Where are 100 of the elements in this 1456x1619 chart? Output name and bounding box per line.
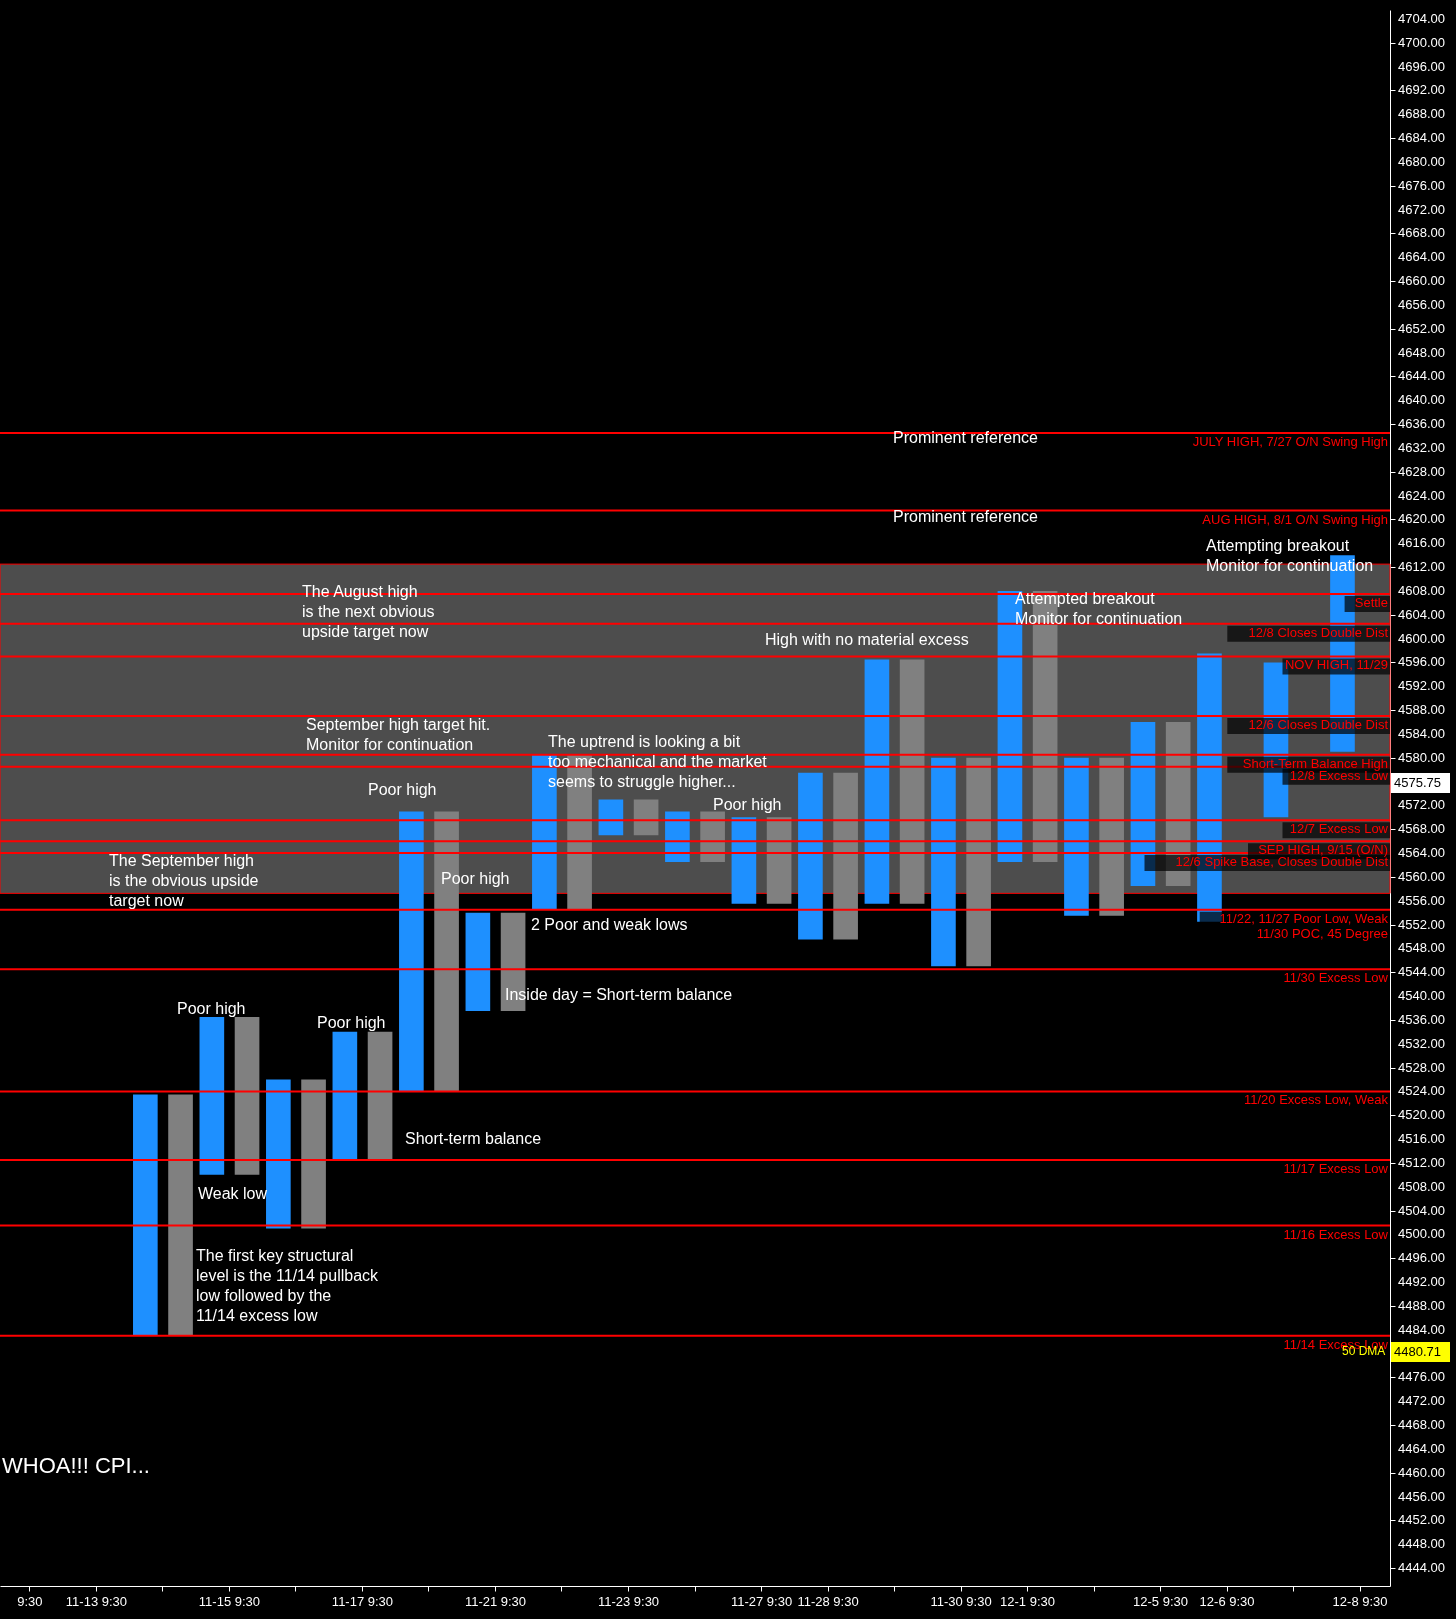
annotation: Poor high xyxy=(441,870,510,887)
x-tick-label: 11-21 9:30 xyxy=(464,1593,527,1609)
y-tick-label: 4596.00 xyxy=(1398,654,1445,670)
bar xyxy=(931,757,956,967)
ref-line-label: SEP HIGH, 9/15 (O/N) xyxy=(1258,842,1388,858)
annotation: 2 Poor and weak lows xyxy=(531,916,688,933)
y-tick-label: 4520.00 xyxy=(1398,1107,1445,1123)
bar xyxy=(199,1016,225,1175)
y-tick-label: 4672.00 xyxy=(1398,201,1445,217)
bar xyxy=(633,799,659,836)
x-tick-label: 12-6 9:30 xyxy=(1199,1593,1255,1609)
y-tick-label: 4548.00 xyxy=(1398,940,1445,956)
x-tick-label: 12-8 9:30 xyxy=(1332,1593,1388,1609)
y-tick-label: 4664.00 xyxy=(1398,249,1445,265)
ref-line-label: 11/16 Excess Low xyxy=(1283,1226,1389,1242)
y-tick-label: 4556.00 xyxy=(1398,892,1445,908)
y-tick-label: 4636.00 xyxy=(1398,416,1445,432)
y-tick-label: 4584.00 xyxy=(1398,725,1445,741)
y-tick-label: 4492.00 xyxy=(1398,1274,1445,1290)
bar xyxy=(833,772,858,940)
bar xyxy=(332,1031,358,1160)
x-tick-label: 11-15 9:30 xyxy=(198,1593,261,1609)
y-tick-label: 4660.00 xyxy=(1398,273,1445,289)
x-tick-label: 11-23 9:30 xyxy=(597,1593,660,1609)
y-tick-label: 4532.00 xyxy=(1398,1035,1445,1051)
y-tick-label: 4560.00 xyxy=(1398,868,1445,884)
y-tick-label: 4484.00 xyxy=(1398,1321,1445,1337)
y-tick-label: 4528.00 xyxy=(1398,1059,1445,1075)
y-tick-label: 4536.00 xyxy=(1398,1011,1445,1027)
ref-line-label: Settle xyxy=(1354,594,1388,610)
annotation: High with no material excess xyxy=(765,631,969,648)
y-tick-label: 4696.00 xyxy=(1398,58,1445,74)
y-tick-label: 4692.00 xyxy=(1398,82,1445,98)
y-tick-label: 4676.00 xyxy=(1398,177,1445,193)
bar xyxy=(798,772,823,940)
ref-line-label: AUG HIGH, 8/1 O/N Swing High xyxy=(1202,511,1388,527)
ref-line-label: JULY HIGH, 7/27 O/N Swing High xyxy=(1192,434,1388,450)
y-tick-label: 4616.00 xyxy=(1398,535,1445,551)
x-tick-label: 11-30 9:30 xyxy=(930,1593,992,1609)
y-tick-label: 4544.00 xyxy=(1398,964,1445,980)
y-tick-label: 4496.00 xyxy=(1398,1250,1445,1266)
y-tick-label: 4504.00 xyxy=(1398,1202,1445,1218)
y-tick-label: 4580.00 xyxy=(1398,749,1445,765)
ref-line-label: 12/8 Closes Double Dist xyxy=(1248,624,1389,640)
bar xyxy=(864,659,890,904)
text: 4480.71 xyxy=(1394,1344,1441,1359)
y-tick-label: 4540.00 xyxy=(1398,988,1445,1004)
y-tick-label: 4500.00 xyxy=(1398,1226,1445,1242)
y-tick-label: 4468.00 xyxy=(1398,1417,1445,1433)
y-tick-label: 4472.00 xyxy=(1398,1393,1445,1409)
annotation: WHOA!!! CPI... xyxy=(2,1453,150,1478)
bar xyxy=(731,817,757,904)
x-tick-label: 9:30 xyxy=(17,1593,43,1609)
annotation: Poor high xyxy=(177,1000,246,1017)
x-tick-label: 12-1 9:30 xyxy=(1000,1593,1055,1609)
y-tick-label: 4524.00 xyxy=(1398,1083,1445,1099)
ref-line-label: 12/7 Excess Low xyxy=(1289,821,1389,837)
y-tick-label: 4608.00 xyxy=(1398,582,1445,598)
y-tick-label: 4568.00 xyxy=(1398,821,1445,837)
y-tick-label: 4680.00 xyxy=(1398,153,1445,169)
bar xyxy=(234,1016,260,1175)
annotation: Poor high xyxy=(317,1014,386,1031)
annotation: Inside day = Short-term balance xyxy=(505,986,733,1003)
y-tick-label: 4648.00 xyxy=(1398,344,1445,360)
text: 4575.75 xyxy=(1394,775,1441,790)
annotation: September high target hit. Monitor for continuation xyxy=(306,716,491,753)
y-tick-label: 4640.00 xyxy=(1398,392,1445,408)
bar xyxy=(1099,757,1124,916)
y-tick-label: 4656.00 xyxy=(1398,296,1445,312)
bar xyxy=(465,912,491,1012)
bar xyxy=(168,1094,193,1336)
ref-line-label: NOV HIGH, 11/29 xyxy=(1284,657,1388,673)
y-tick-label: 4512.00 xyxy=(1398,1154,1445,1170)
y-tick-label: 4552.00 xyxy=(1398,916,1445,932)
y-tick-label: 4700.00 xyxy=(1398,34,1445,50)
annotation: The September high is the obvious upside target now xyxy=(109,852,259,909)
ref-line-label: 11/30 Excess Low xyxy=(1283,970,1389,986)
y-tick-label: 4488.00 xyxy=(1398,1297,1445,1313)
ref-line-label: 12/6 Closes Double Dist xyxy=(1248,717,1389,733)
ref-line-label: 11/20 Excess Low, Weak xyxy=(1243,1092,1389,1108)
bar xyxy=(966,757,991,967)
x-tick-label: 11-13 9:30 xyxy=(65,1593,128,1609)
y-tick-label: 4684.00 xyxy=(1398,130,1445,146)
y-tick-label: 4704.00 xyxy=(1398,10,1445,26)
y-tick-label: 4444.00 xyxy=(1398,1560,1445,1576)
y-tick-label: 4628.00 xyxy=(1398,463,1445,479)
y-tick-label: 4460.00 xyxy=(1398,1464,1445,1480)
y-tick-label: 4508.00 xyxy=(1398,1178,1445,1194)
y-tick-label: 4516.00 xyxy=(1398,1131,1445,1147)
x-tick-label: 11-27 9:30 xyxy=(730,1593,793,1609)
x-tick-label: 11-28 9:30 xyxy=(797,1593,859,1609)
x-tick-label: 11-17 9:30 xyxy=(331,1593,394,1609)
y-tick-label: 4688.00 xyxy=(1398,106,1445,122)
bar xyxy=(301,1079,326,1229)
y-tick-label: 4476.00 xyxy=(1398,1369,1445,1385)
bar xyxy=(1064,757,1089,916)
bar xyxy=(899,659,925,904)
bar xyxy=(766,817,792,904)
y-tick-label: 4604.00 xyxy=(1398,606,1445,622)
annotation: Poor high xyxy=(713,796,782,813)
